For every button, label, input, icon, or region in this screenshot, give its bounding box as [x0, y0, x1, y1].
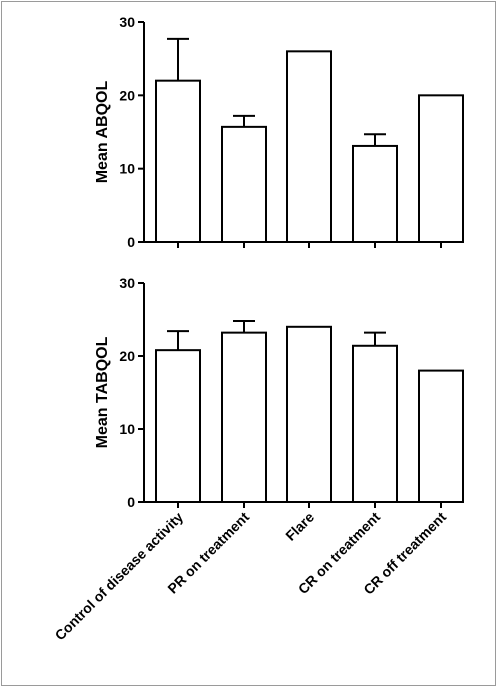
bar	[418, 369, 464, 503]
bar	[352, 344, 398, 503]
x-category-label: Flare	[282, 509, 317, 544]
x-category-label: Control of disease activity	[52, 509, 187, 644]
bar	[221, 125, 267, 243]
y-tick-label: 10	[119, 161, 135, 177]
y-tick-label: 0	[127, 494, 135, 510]
y-tick-label: 30	[119, 275, 135, 291]
bar	[221, 331, 267, 504]
bar	[286, 50, 332, 244]
panel-tabqol: Mean TABQOL 0 10 20 30 Control of disease ac…	[52, 275, 464, 644]
y-tick-label: 0	[127, 234, 135, 250]
bar	[286, 325, 332, 503]
bar	[418, 94, 464, 244]
y-tick-label: 30	[119, 14, 135, 30]
y-tick-label: 20	[119, 87, 135, 103]
y-tick-label: 10	[119, 421, 135, 437]
y-axis-label-abqol: Mean ABQOL	[94, 81, 111, 184]
y-tick-label: 20	[119, 348, 135, 364]
bar	[352, 144, 398, 243]
panel-abqol: Mean ABQOL 0 10 20 30	[94, 14, 464, 250]
y-axis-label-tabqol: Mean TABQOL	[94, 336, 111, 448]
bar	[155, 349, 201, 503]
bar	[155, 79, 201, 243]
